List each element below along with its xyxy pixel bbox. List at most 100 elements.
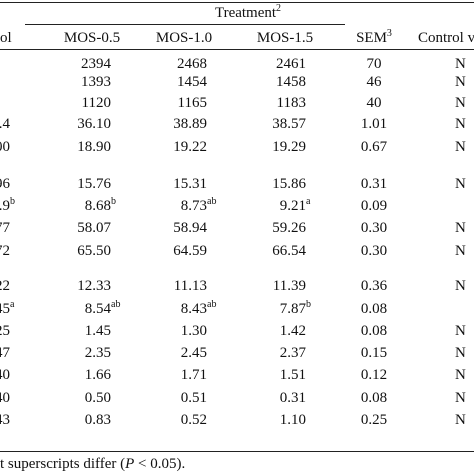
cell-control: .43 <box>0 413 10 428</box>
cell-mos-1-0: 19.22 <box>173 140 207 155</box>
cell-mos-1-5-value: 2.37 <box>279 345 306 361</box>
cell-mos-1-5-value: 66.54 <box>272 243 306 259</box>
cell-control-value: .22 <box>0 278 10 294</box>
cell-control: .47 <box>0 346 10 361</box>
cell-mos-1-5: 2461 <box>276 57 306 72</box>
cell-sem: 0.36 <box>361 279 387 294</box>
cell-control-value: .40 <box>0 367 10 383</box>
cell-mos-1-0: 1165 <box>178 96 207 111</box>
cell-mos-0-5-value: 0.83 <box>84 412 111 428</box>
cell-control-value: .9 <box>0 198 10 214</box>
cell-mos-0-5-value: 58.07 <box>77 220 111 236</box>
treatment-group-header: Treatment2 <box>215 4 281 21</box>
cell-control-value: .40 <box>0 390 10 406</box>
cell-mos-1-5-value: 19.29 <box>272 139 306 155</box>
cell-sem-value: 0.67 <box>360 139 388 155</box>
cell-sem-value: 70 <box>366 56 382 72</box>
cell-sem-value: 40 <box>366 95 382 111</box>
cell-mos-0-5: 0.83 <box>85 413 111 428</box>
cell-control-value: .4 <box>0 116 10 132</box>
cell-control: .25 <box>0 324 10 339</box>
cell-mos-0-5-value: 1120 <box>81 95 111 111</box>
cell-mos-1-5-value: 2461 <box>276 56 306 72</box>
cell-mos-1-0: 0.51 <box>181 391 207 406</box>
cell-mos-1-5: 66.54 <box>272 244 306 259</box>
cell-sem-value: 0.30 <box>360 243 388 259</box>
cell-control-value: .72 <box>0 243 10 259</box>
cell-contrast: N <box>455 117 466 132</box>
cell-mos-1-5-value: 59.26 <box>272 220 306 236</box>
cell-mos-1-5-value: 1.42 <box>279 323 306 339</box>
cell-mos-1-5-value: 9.21 <box>279 198 306 214</box>
cell-mos-0-5: 12.33 <box>77 279 111 294</box>
header-rule <box>0 49 474 51</box>
cell-contrast: N <box>455 244 466 259</box>
cell-mos-1-0: 64.59 <box>173 244 207 259</box>
cell-mos-0-5: 8.54ab <box>84 300 121 317</box>
cell-control: .96 <box>0 177 10 192</box>
cell-sem: 0.09 <box>361 199 387 214</box>
col-header-mos-0-5: MOS-0.5 <box>63 30 121 46</box>
cell-sem: 0.15 <box>361 346 387 361</box>
cell-contrast: N <box>455 221 466 236</box>
cell-mos-1-0: 1454 <box>177 75 207 90</box>
cell-sem: 1.01 <box>361 117 387 132</box>
cell-mos-0-5-value: 8.54 <box>84 301 111 317</box>
treatment-span-rule <box>25 24 345 26</box>
cell-mos-0-5: 18.90 <box>77 140 111 155</box>
cell-mos-0-5-value: 2394 <box>81 56 111 72</box>
cell-control-value: .25 <box>0 323 10 339</box>
cell-mos-1-0-superscript: ab <box>207 299 217 310</box>
cell-mos-0-5: 58.07 <box>77 221 111 236</box>
cell-mos-0-5-value: 8.68 <box>84 198 111 214</box>
sem-superscript: 3 <box>386 28 392 39</box>
col-header-contrast: Control v <box>418 30 474 46</box>
cell-control: .9b <box>0 196 15 214</box>
cell-control: .77 <box>0 221 10 236</box>
cell-mos-1-5-value: 1183 <box>276 95 306 111</box>
cell-mos-0-5-value: 36.10 <box>77 116 111 132</box>
cell-contrast: N <box>455 57 466 72</box>
cell-mos-1-0-value: 0.52 <box>180 412 207 428</box>
cell-mos-0-5-value: 65.50 <box>77 243 111 259</box>
cell-sem-value: 0.36 <box>360 278 388 294</box>
cell-control-value: .96 <box>0 176 10 192</box>
cell-mos-1-0-value: 64.59 <box>173 243 207 259</box>
cell-mos-0-5: 1.66 <box>85 368 111 383</box>
cell-mos-0-5: 2394 <box>81 57 111 72</box>
cell-mos-0-5: 15.76 <box>77 177 111 192</box>
cell-mos-0-5: 2.35 <box>85 346 111 361</box>
cell-mos-1-0-value: 38.89 <box>173 116 207 132</box>
cell-mos-1-0: 0.52 <box>181 413 207 428</box>
cell-mos-0-5: 1120 <box>82 96 111 111</box>
cell-mos-1-5-value: 7.87 <box>279 301 306 317</box>
cell-contrast: N <box>455 75 466 90</box>
cell-mos-1-5: 1183 <box>277 96 306 111</box>
cell-sem: 0.12 <box>361 368 387 383</box>
cell-mos-0-5: 0.50 <box>85 391 111 406</box>
cell-mos-1-5-value: 0.31 <box>279 390 306 406</box>
cell-sem-value: 46 <box>366 74 382 90</box>
cell-mos-1-5-value: 1458 <box>276 74 306 90</box>
cell-sem-value: 0.09 <box>360 198 388 214</box>
cell-mos-1-0-value: 11.13 <box>173 278 207 294</box>
cell-mos-0-5-value: 15.76 <box>77 176 111 192</box>
cell-sem: 0.08 <box>361 391 387 406</box>
cell-contrast-value: N <box>455 116 466 132</box>
cell-mos-1-0-superscript: ab <box>207 196 217 207</box>
cell-control: .22 <box>0 279 10 294</box>
cell-control-superscript: a <box>10 299 15 310</box>
cell-sem: 0.25 <box>361 413 387 428</box>
cell-sem: 0.30 <box>361 221 387 236</box>
cell-contrast: N <box>455 346 466 361</box>
cell-mos-0-5-value: 1.45 <box>84 323 111 339</box>
cell-contrast: N <box>455 391 466 406</box>
cell-contrast-value: N <box>455 243 466 259</box>
cell-sem-value: 1.01 <box>360 116 388 132</box>
cell-contrast-value: N <box>455 220 466 236</box>
cell-mos-0-5: 65.50 <box>77 244 111 259</box>
cell-control-superscript: b <box>10 196 15 207</box>
col-header-mos-1-5: MOS-1.5 <box>256 30 314 46</box>
cell-sem: 46 <box>367 75 382 90</box>
cell-mos-1-0: 58.94 <box>173 221 207 236</box>
